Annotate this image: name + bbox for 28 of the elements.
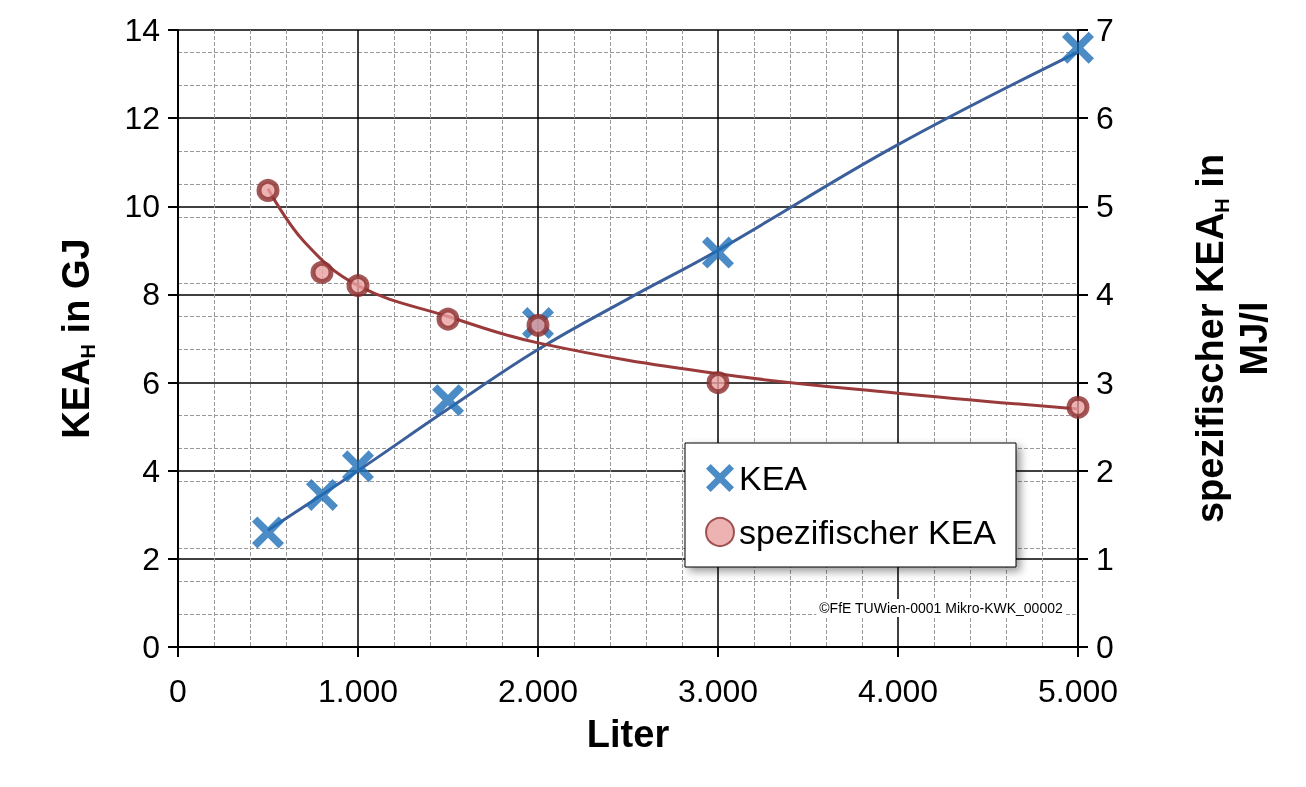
y2-tick-label: 1 (1096, 540, 1114, 577)
legend-label: spezifischer KEA (739, 513, 997, 551)
y2-tick-label: 3 (1096, 364, 1114, 401)
y2-tick-label: 7 (1096, 12, 1114, 48)
y-tick-label: 4 (142, 452, 160, 489)
x-tick-label: 4.000 (857, 673, 939, 709)
y-tick-label: 6 (142, 364, 160, 401)
text: spezifischer KEAH in MJ/l (1189, 153, 1275, 524)
y-tick-label: 8 (142, 276, 160, 313)
x-tick-label: 0 (169, 673, 187, 709)
y-tick-label: 0 (142, 629, 160, 665)
y2-tick-label: 5 (1096, 188, 1114, 225)
y-tick-label: 10 (124, 188, 160, 225)
y-tick-label: 14 (124, 12, 160, 48)
y2-tick-label: 0 (1096, 629, 1114, 665)
y2-tick-label: 2 (1096, 452, 1114, 489)
y-tick-label: 12 (124, 100, 160, 137)
legend-label: KEA (739, 459, 808, 497)
x-tick-label: 2.000 (497, 673, 579, 709)
x-tick-label: 3.000 (677, 673, 759, 709)
x-tick-label: 1.000 (317, 673, 399, 709)
annotation: ©FfE TUWien-0001 Mikro-KWK_00002 (819, 600, 1063, 616)
y-tick-label: 2 (142, 540, 160, 577)
y2-tick-label: 6 (1096, 100, 1114, 137)
x-axis-title: Liter (586, 712, 670, 755)
y-axis-title: KEAH in GJ (55, 238, 99, 439)
y2-tick-label: 4 (1096, 276, 1114, 313)
x-tick-label: 5.000 (1037, 673, 1119, 709)
